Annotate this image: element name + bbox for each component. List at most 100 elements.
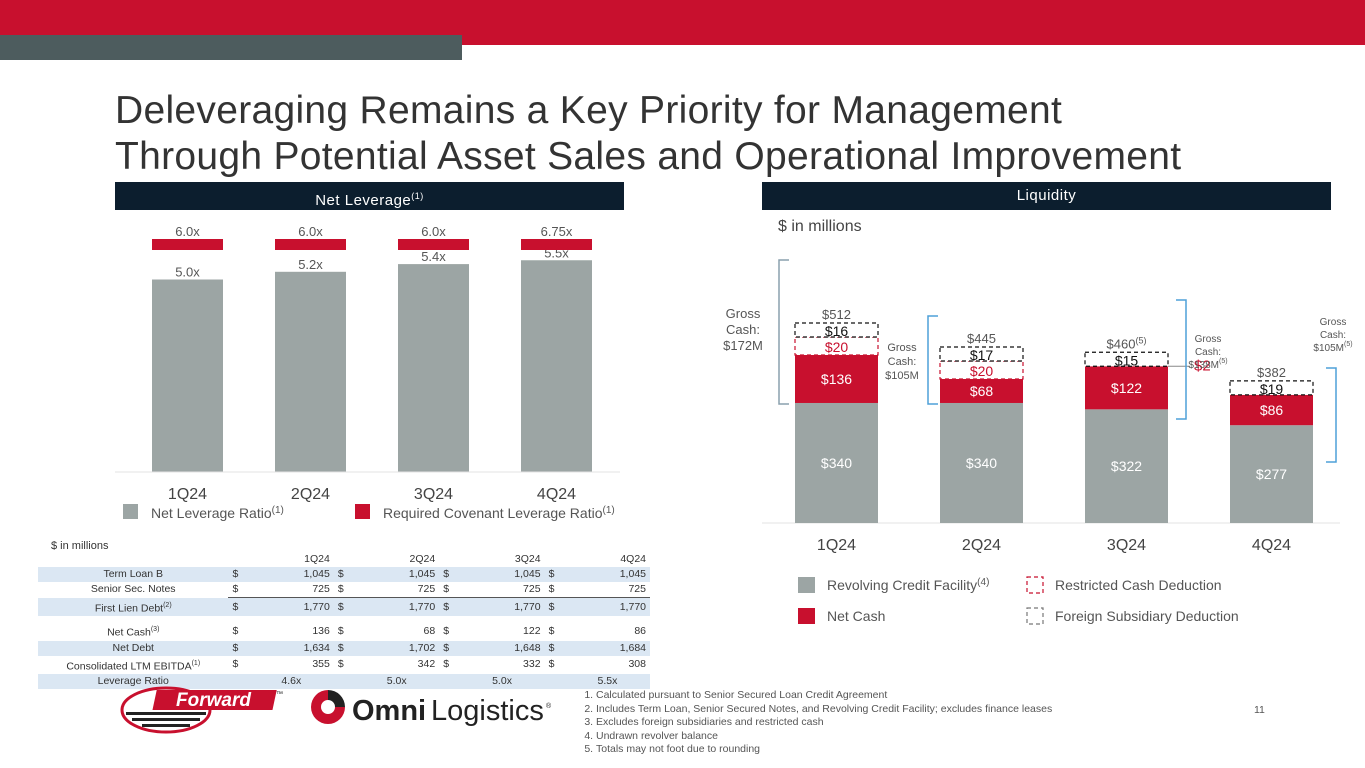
table-cell: 1,648 (461, 640, 545, 656)
forward-logo-tm: ™ (276, 691, 283, 698)
revolver-bar-label: $340 (821, 455, 852, 471)
net-leverage-header: Net Leverage(1) (115, 182, 624, 210)
table-column-header: 2Q24 (409, 553, 436, 565)
legend-label-revolver: Revolving Credit Facility(4) (827, 577, 989, 593)
currency-symbol: $ (337, 624, 344, 637)
revolver-bar (940, 402, 1023, 523)
foreign-subsidiary-segment (1084, 351, 1169, 367)
table-cell: 122 (523, 624, 541, 637)
currency-symbol: $ (333, 567, 357, 582)
gross-cash-label: Gross (1195, 334, 1222, 345)
table-row: Net Debt $1,634 $1,702 $1,648 $1,684 (38, 640, 650, 656)
revolver-bar-label: $322 (1111, 458, 1142, 474)
legend-swatch-foreign (1026, 607, 1044, 625)
foreign-subsidiary-label: $15 (1115, 352, 1139, 368)
net-cash-bar-label: $86 (1260, 402, 1284, 418)
currency-symbol: $ (439, 567, 462, 582)
table-row: Net Cash(3) $136 $68 $122 $86 (38, 622, 650, 641)
revolver-bar-label: $277 (1256, 466, 1287, 482)
net-cash-bar (1230, 394, 1313, 426)
currency-symbol: $ (548, 583, 555, 595)
revolver-bar-label: $340 (966, 455, 997, 471)
page-number: 11 (1254, 704, 1265, 716)
gross-cash-label: Cash: (1320, 330, 1346, 341)
forward-logo-text: Forward (176, 690, 251, 711)
footnote-item: Calculated pursuant to Senior Secured Lo… (596, 689, 1052, 703)
restricted-cash-callout: $2 (1194, 357, 1211, 374)
table-cell: 342 (417, 658, 436, 671)
debt-summary-table: $ in millions 1Q24 2Q24 3Q24 4Q24 Term Loan … (38, 540, 650, 689)
legend-label-covenant: Required Covenant Leverage Ratio(1) (383, 505, 615, 521)
footnote-item: Undrawn revolver balance (596, 730, 1052, 744)
gross-cash-label: Cash: (1195, 347, 1221, 358)
row-label: Net Cash(3) (107, 626, 160, 639)
restricted-cash-segment (939, 360, 1024, 380)
foreign-subsidiary-segment (794, 322, 879, 338)
gross-cash-value: $105M(5) (1313, 341, 1352, 354)
table-cell: 1,770 (250, 597, 334, 616)
net-cash-bar-label: $68 (970, 383, 994, 399)
table-cell: 725 (417, 583, 436, 595)
leverage-bar-label: 5.2x (298, 257, 323, 272)
table-cell: 1,770 (461, 597, 545, 616)
net-cash-bar (795, 354, 878, 403)
footnote-item: Excludes foreign subsidiaries and restri… (596, 716, 1052, 730)
row-label: Net Debt (38, 640, 229, 656)
legend-swatch-restricted (1026, 576, 1044, 594)
x-tick-label: 4Q24 (537, 486, 576, 503)
foreign-subsidiary-label: $19 (1260, 381, 1284, 397)
gross-cash-label: Cash: (726, 322, 760, 337)
table-cell: 1,634 (250, 640, 334, 656)
currency-symbol: $ (439, 597, 462, 616)
covenant-label: 6.0x (298, 224, 323, 239)
currency-symbol (439, 674, 462, 689)
covenant-label: 6.0x (421, 224, 446, 239)
table-row: Senior Sec. Notes $725 $725 $725 $725 (38, 582, 650, 598)
gross-cash-bracket (927, 315, 938, 405)
total-label: $382 (1257, 365, 1286, 380)
currency-symbol: $ (232, 624, 239, 637)
table-cell: 68 (423, 624, 436, 637)
table-cell: 1,045 (566, 567, 650, 582)
currency-symbol: $ (443, 624, 450, 637)
table-cell: 86 (634, 624, 646, 637)
table-cell: 1,770 (356, 597, 440, 616)
legend-label-net-cash: Net Cash (827, 608, 885, 624)
footnote-item: Totals may not foot due to rounding (596, 743, 1052, 757)
total-label: $512 (822, 307, 851, 322)
leverage-bar (398, 264, 469, 472)
currency-symbol: $ (443, 583, 450, 595)
gross-cash-bracket (1176, 299, 1187, 420)
table-cell: 725 (628, 583, 646, 595)
title-line-2: Through Potential Asset Sales and Operat… (115, 135, 1182, 178)
leverage-bar (275, 271, 346, 472)
covenant-marker (398, 239, 469, 250)
currency-symbol (333, 674, 357, 689)
gross-cash-bracket (1326, 367, 1337, 463)
gross-cash-label: Gross (887, 342, 917, 354)
table-cell: 5.5x (566, 674, 650, 689)
table-cell: 4.6x (250, 674, 334, 689)
currency-symbol: $ (232, 658, 239, 671)
footnote-item: Includes Term Loan, Senior Secured Notes… (596, 703, 1052, 717)
table-cell: 1,045 (356, 567, 440, 582)
net-leverage-chart: 5.0x6.0x1Q245.2x6.0x2Q245.4x6.0x3Q245.5x… (115, 224, 620, 521)
legend-label-restricted: Restricted Cash Deduction (1055, 577, 1222, 593)
table-row: Consolidated LTM EBITDA(1) $355 $342 $332 $3… (38, 656, 650, 675)
covenant-marker (275, 239, 346, 250)
currency-symbol: $ (544, 597, 567, 616)
table-cell: 355 (312, 658, 330, 671)
foreign-subsidiary-segment (1229, 380, 1314, 396)
covenant-marker (521, 239, 592, 250)
net-cash-bar-label: $122 (1111, 380, 1142, 396)
table-cell: 5.0x (356, 674, 440, 689)
x-tick-label: 3Q24 (414, 486, 453, 503)
table-cell: 1,702 (356, 640, 440, 656)
foreign-subsidiary-label: $16 (825, 323, 849, 339)
restricted-cash-label: $20 (825, 339, 849, 355)
x-tick-label: 3Q24 (1107, 537, 1146, 554)
covenant-label: 6.75x (541, 224, 573, 239)
net-leverage-header-label: Net Leverage (315, 192, 412, 209)
table-column-header: 1Q24 (304, 553, 330, 565)
gross-cash-label: Gross (1320, 317, 1347, 328)
